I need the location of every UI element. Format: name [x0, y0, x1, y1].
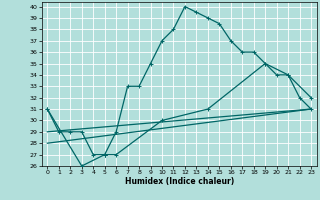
X-axis label: Humidex (Indice chaleur): Humidex (Indice chaleur) [124, 177, 234, 186]
